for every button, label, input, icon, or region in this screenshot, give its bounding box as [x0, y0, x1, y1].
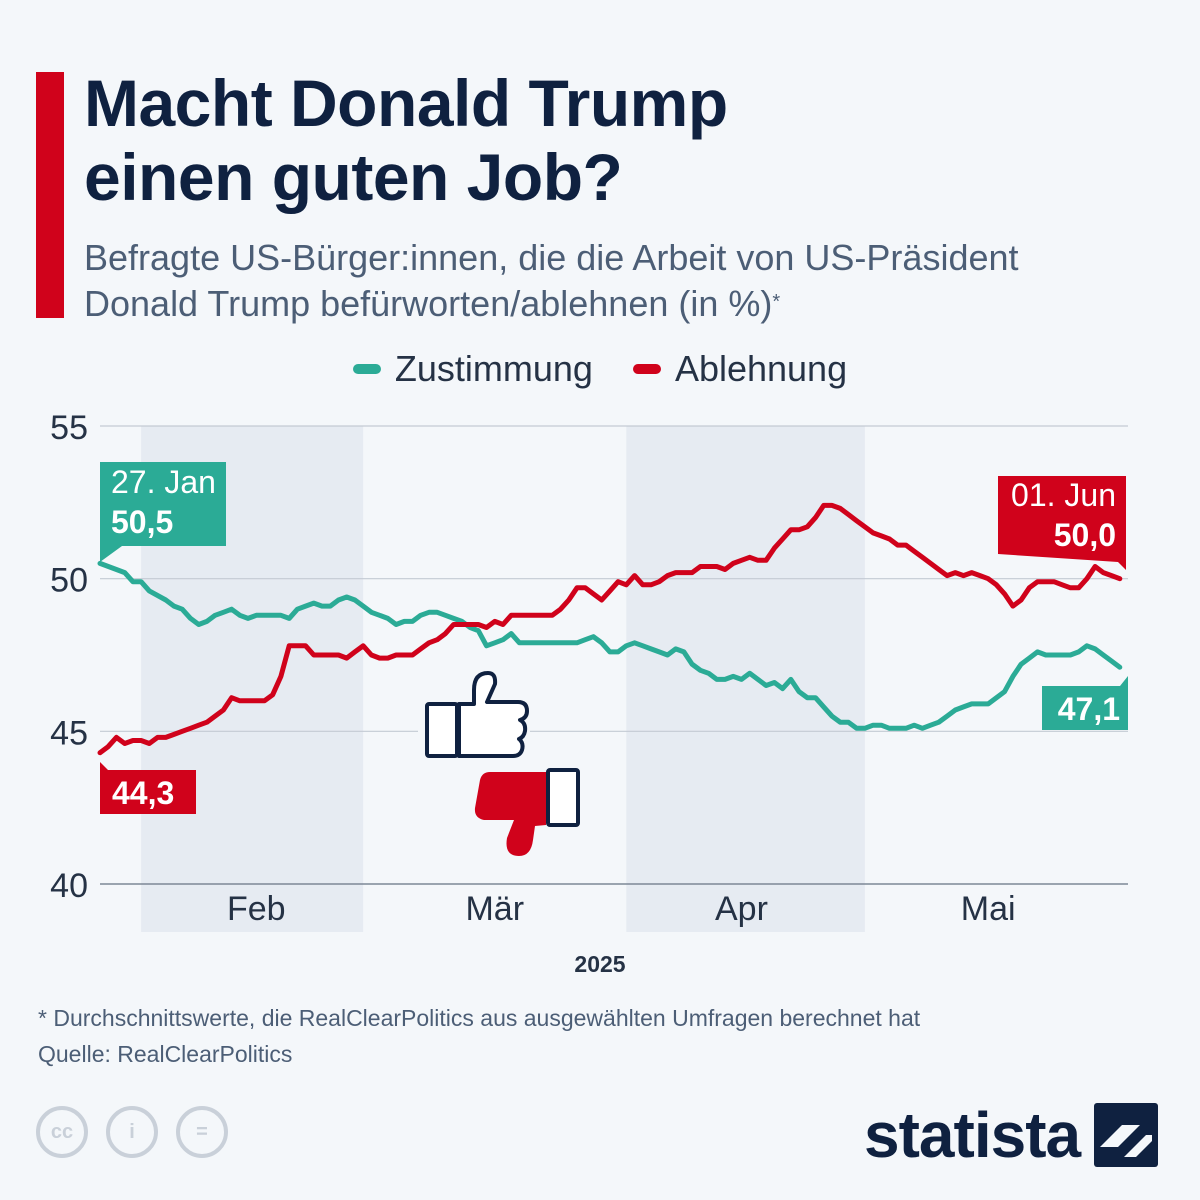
- statista-logo[interactable]: statista: [864, 1099, 1159, 1171]
- creative-commons-icon[interactable]: cc: [36, 1106, 88, 1158]
- license-icons: cc i =: [36, 1106, 228, 1158]
- x-tick-label: Mär: [465, 890, 524, 928]
- attribution-icon[interactable]: i: [106, 1106, 158, 1158]
- statista-logo-icon: [1094, 1103, 1159, 1167]
- brand-name: statista: [864, 1099, 1081, 1171]
- chart-area: 40 45 50 55 Feb Mär Apr Mai 2025 27. Jan 50,5 47,…: [50, 409, 1128, 977]
- callout-approve-end-value: 47,1: [1058, 691, 1120, 727]
- legend-swatch-approve: [352, 364, 381, 374]
- legend-item-approve[interactable]: Zustimmung: [352, 348, 593, 390]
- series-line-disapprove: [97, 502, 1123, 756]
- x-tick-label: Apr: [715, 890, 768, 928]
- legend-swatch-disapprove: [632, 364, 661, 374]
- y-tick-label: 50: [50, 562, 88, 600]
- x-axis-label: 2025: [574, 951, 625, 977]
- callout-disapprove-end-date: 01. Jun: [1011, 477, 1116, 513]
- legend-label-approve: Zustimmung: [394, 348, 593, 389]
- y-tick-label: 40: [50, 867, 88, 905]
- no-derivatives-icon[interactable]: =: [176, 1106, 228, 1158]
- callout-approve-end: [1042, 676, 1128, 730]
- legend-label-disapprove: Ablehnung: [674, 348, 848, 389]
- callout-disapprove-start: [100, 762, 196, 814]
- callout-disapprove-end-value: 50,0: [1054, 517, 1116, 553]
- legend-item-disapprove[interactable]: Ablehnung: [632, 348, 848, 390]
- thumbs-up-icon: [418, 671, 530, 760]
- accent-bar: [36, 72, 64, 318]
- callout-approve-start: [100, 462, 226, 562]
- footnote-source: Quelle: RealClearPolitics: [38, 1041, 293, 1067]
- title-line-1: Macht Donald Trump: [84, 66, 728, 140]
- footnote: * Durchschnittswerte, die RealClearPolit…: [38, 1000, 1158, 1072]
- x-tick-label: Mai: [961, 890, 1016, 928]
- y-tick-label: 55: [50, 409, 88, 447]
- thumbs-down-icon: [474, 768, 580, 856]
- callout-approve-start-date: 27. Jan: [111, 464, 216, 500]
- callout-approve-start-value: 50,5: [111, 504, 173, 540]
- subtitle-line-2: Donald Trump befürworten/ablehnen (in %): [84, 283, 773, 324]
- subtitle-line-1: Befragte US-Bürger:innen, die die Arbeit…: [84, 237, 1019, 278]
- callout-disapprove-start-value: 44,3: [112, 775, 174, 811]
- series-line-approve: [97, 560, 1123, 731]
- page-title: Macht Donald Trump einen guten Job?: [84, 66, 1164, 214]
- subtitle-footnote-mark: *: [772, 291, 781, 313]
- title-line-2: einen guten Job?: [84, 140, 623, 214]
- callout-disapprove-end: [998, 476, 1126, 570]
- y-tick-label: 45: [50, 714, 88, 752]
- chart-legend: Zustimmung Ablehnung: [0, 348, 1200, 390]
- subtitle: Befragte US-Bürger:innen, die die Arbeit…: [84, 235, 1174, 327]
- x-tick-label: Feb: [227, 890, 286, 928]
- footnote-note: * Durchschnittswerte, die RealClearPolit…: [38, 1005, 921, 1031]
